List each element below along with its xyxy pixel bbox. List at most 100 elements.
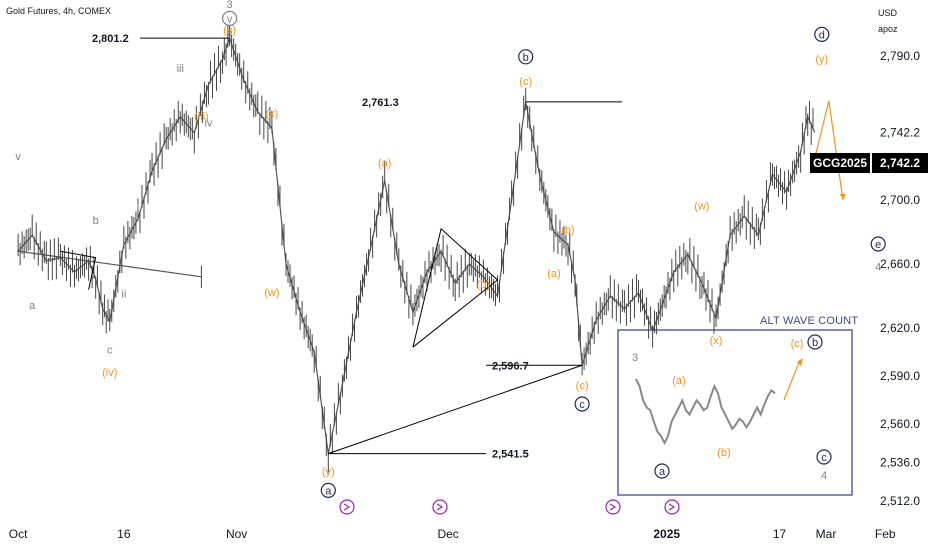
wave-circle (222, 10, 238, 26)
wave-label: (a) (547, 268, 560, 280)
x-tick-label: 2025 (653, 527, 680, 541)
axis: 2,790.0 2,742.2 2,700.0 2,660.0 2,620.0 2,590… (9, 49, 921, 541)
wave-label: e (875, 239, 881, 251)
event-icon[interactable] (432, 499, 448, 515)
projection-path (814, 100, 844, 201)
alt-projection (783, 359, 801, 401)
event-icon-glyph (609, 503, 617, 511)
wave-label: d (819, 29, 825, 41)
y-tick-label: 2,660.0 (880, 257, 920, 271)
x-tick-label: Feb (875, 527, 896, 541)
alt-wave-circle (807, 334, 823, 350)
wave-label: (w) (264, 287, 279, 299)
wave-label: (x) (265, 108, 278, 120)
wave-label: (y) (815, 53, 828, 65)
wave-label: iii (177, 63, 184, 75)
wave-label: (a) (378, 157, 391, 169)
event-icon[interactable] (664, 499, 680, 515)
last-price-symbol: GCG2025 (810, 153, 870, 173)
alt-wave-label: 4 (821, 470, 827, 482)
event-icon-glyph (668, 503, 676, 511)
wave-label: (iii) (194, 111, 209, 123)
price-marker-label: 2,761.3 (362, 97, 399, 109)
wave-labels: 2,801.22,761.32,596.72,541.53v(v)viiiiv(… (15, 0, 886, 498)
wave-label: b (93, 215, 99, 227)
price-marker-label: 2,596.7 (492, 360, 529, 372)
wave-circle (814, 26, 830, 43)
event-icon[interactable] (605, 499, 621, 515)
price-line (16, 36, 816, 454)
event-icon[interactable] (339, 499, 355, 515)
alt-wave-label: 3 (632, 352, 638, 364)
x-tick-label: Nov (226, 527, 247, 541)
wave-label: (x) (710, 335, 723, 347)
scale-label[interactable]: apoz (878, 24, 898, 34)
y-tick-label: 2,620.0 (880, 321, 920, 335)
wave-label: (b) (561, 225, 574, 237)
last-price-value: 2,742.2 (872, 153, 928, 173)
wave-label: (b) (477, 279, 490, 291)
wave-label: ii (121, 289, 126, 301)
triangle-pattern (412, 227, 499, 348)
x-tick-label: 16 (117, 527, 131, 541)
alt-box-title: ALT WAVE COUNT (760, 315, 859, 327)
alt-wave-label: b (812, 337, 818, 349)
event-icon-glyph (343, 503, 351, 511)
y-tick-label: 2,590.0 (880, 369, 920, 383)
x-tick-label: 17 (773, 527, 787, 541)
trendline-lower (328, 364, 583, 455)
support-resistance-lines (60, 37, 622, 455)
wave-label: (c) (519, 76, 532, 88)
alt-wave-label: (b) (717, 447, 730, 459)
wave-label: (v) (223, 25, 236, 37)
symbol-title: Gold Futures, 4h, COMEX (6, 6, 112, 16)
alt-wave-circle (816, 449, 832, 465)
alt-wave-label: a (659, 466, 666, 478)
y-tick-label: 2,512.0 (880, 494, 920, 508)
currency-label[interactable]: USD (878, 8, 898, 18)
wave-circle (320, 482, 336, 498)
wave-label: (w) (694, 201, 709, 213)
wave-label: (c) (576, 380, 589, 392)
wave-circle (574, 396, 590, 412)
wave-label: (y) (322, 466, 335, 478)
y-tick-label: 2,536.0 (880, 455, 920, 469)
wave-label: i (137, 201, 139, 213)
wave-label: (iv) (102, 367, 117, 379)
wave-label: a (325, 485, 332, 497)
wave-label: a (29, 300, 36, 312)
wave-label: v (227, 28, 233, 40)
alt-series-line (635, 378, 776, 446)
wave-label: 3 (227, 0, 233, 11)
alt-box-frame (617, 329, 853, 496)
y-tick-label: 2,742.2 (880, 125, 920, 139)
x-tick-label: Mar (816, 527, 837, 541)
wave-label: b (523, 52, 529, 64)
wave-label: iv (204, 117, 212, 129)
event-icon-glyph (436, 503, 444, 511)
x-tick-label: Dec (437, 527, 458, 541)
wave-circle (518, 49, 534, 65)
alt-wave-box: 3 (a) (b) (c) b a c 4 (617, 100, 853, 496)
alt-wave-label: (a) (672, 375, 685, 387)
wave-label: v (15, 151, 21, 163)
price-series (16, 23, 816, 473)
alt-wave-label: c (821, 452, 827, 464)
x-tick-label: Oct (9, 527, 28, 541)
alt-wave-label: (c) (791, 338, 804, 350)
wave-circle (870, 236, 886, 252)
wave-label: v (227, 13, 233, 25)
alt-arrowhead (797, 358, 803, 366)
projection-arrowhead (839, 194, 846, 200)
wedge-pattern (60, 250, 97, 290)
y-tick-label: 2,560.0 (880, 417, 920, 431)
wave-label: 4 (875, 261, 881, 273)
alt-wave-circle (654, 463, 670, 479)
price-marker-label: 2,801.2 (92, 33, 129, 45)
y-tick-label: 2,700.0 (880, 193, 920, 207)
wave-label: c (107, 345, 113, 357)
wave-label: c (579, 399, 585, 411)
y-tick-label: 2,790.0 (880, 49, 920, 63)
